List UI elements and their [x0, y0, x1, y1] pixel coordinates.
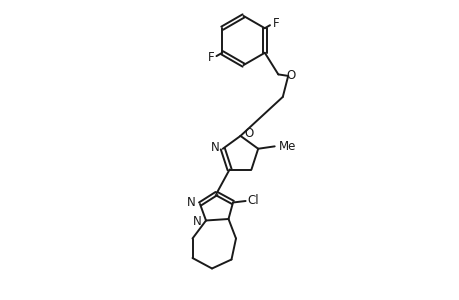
- Text: O: O: [286, 69, 295, 82]
- Text: F: F: [272, 17, 279, 30]
- Text: N: N: [193, 214, 202, 228]
- Text: Cl: Cl: [246, 194, 258, 208]
- Text: Me: Me: [279, 140, 296, 153]
- Text: O: O: [244, 127, 253, 140]
- Text: N: N: [187, 196, 196, 209]
- Text: N: N: [210, 141, 219, 154]
- Text: F: F: [207, 51, 213, 64]
